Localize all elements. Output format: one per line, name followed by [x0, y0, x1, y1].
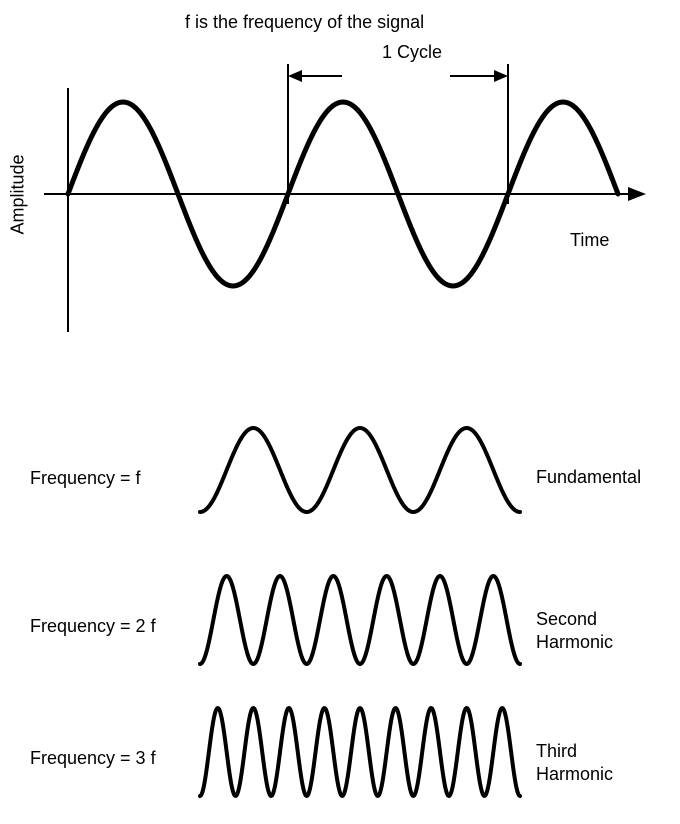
diagram-svg	[0, 0, 680, 824]
harmonics-diagram: { "canvas": { "width": 680, "height": 82…	[0, 0, 680, 824]
